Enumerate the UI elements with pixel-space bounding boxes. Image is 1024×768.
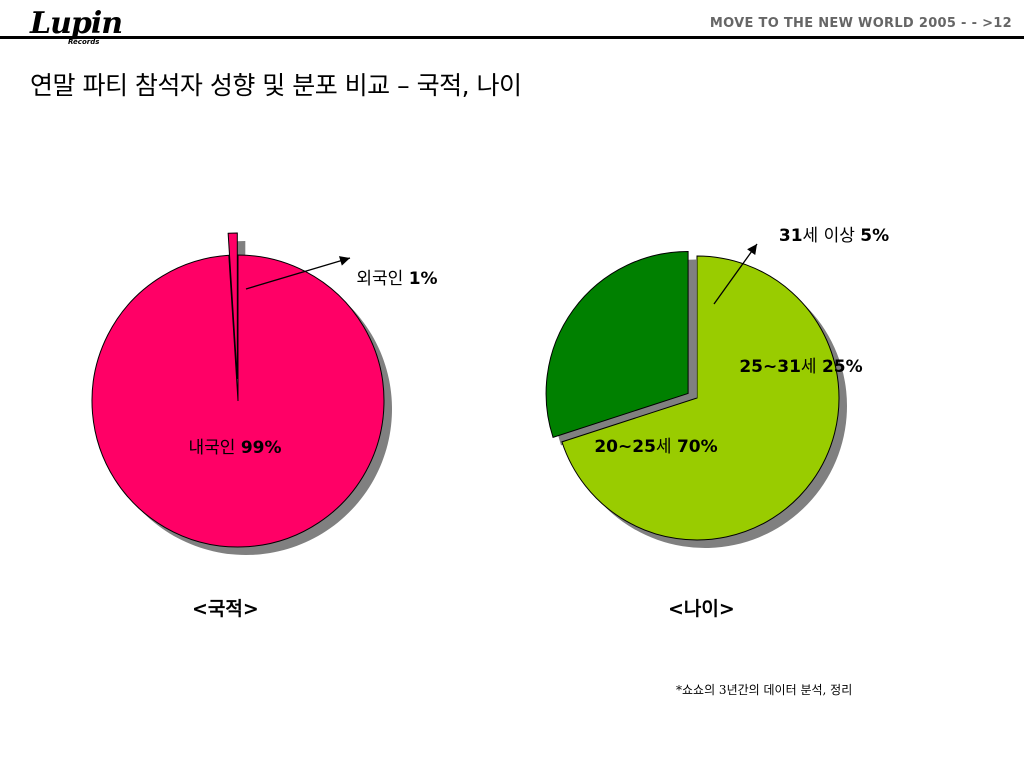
pie-slice-20~25세	[561, 255, 840, 541]
slice-label-0: 내국인 99%	[188, 438, 281, 458]
pie-slice-25~31세	[545, 250, 689, 438]
slice-label-1: 25~31세 25%	[739, 357, 862, 377]
pie-slice-외국인	[227, 232, 238, 380]
callout-arrow	[713, 243, 758, 305]
callout-arrow	[245, 257, 351, 290]
slice-label-1: 외국인 1%	[356, 269, 437, 289]
callout-arrowhead	[747, 244, 757, 256]
footnote: *쇼쇼의 3년간의 데이터 분석, 정리	[676, 683, 853, 697]
pie-slice-내국인	[91, 254, 385, 548]
header-divider	[0, 36, 1024, 39]
slice-label-2: 31세 이상 5%	[779, 226, 889, 246]
pie-chart-1: 20~25세 70% 25~31세 25% 31세 이상 5%	[545, 226, 889, 548]
page-title: 연말 파티 참석자 성향 및 분포 비교 – 국적, 나이	[30, 71, 522, 100]
age-chart-caption: <나이>	[668, 598, 735, 620]
slice-label-0: 20~25세 70%	[594, 437, 717, 457]
pie-chart-0: 내국인 99% 외국인 1%	[91, 232, 438, 555]
callout-arrowhead	[338, 256, 350, 266]
nationality-chart-caption: <국적>	[192, 598, 259, 620]
logo-subtext: Records	[68, 38, 100, 46]
header-title: MOVE TO THE NEW WORLD 2005 - - >12	[709, 16, 1012, 31]
logo-text: Lupin	[30, 6, 123, 41]
lupin-records-logo: Lupin Records	[30, 6, 123, 47]
